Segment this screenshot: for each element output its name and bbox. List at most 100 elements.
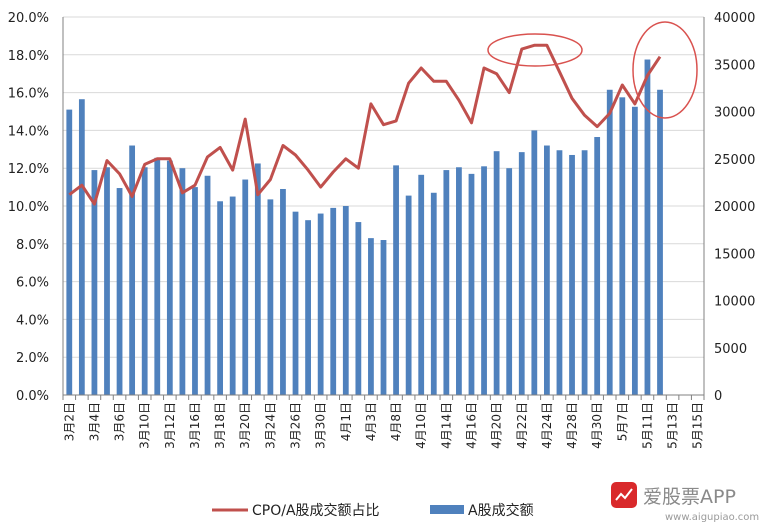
y-left-tick-label: 8.0% xyxy=(16,238,49,253)
bar xyxy=(305,220,311,395)
bar xyxy=(544,145,550,395)
x-tick-label: 3月2日 xyxy=(62,402,76,441)
x-tick-label: 3月12日 xyxy=(163,402,177,449)
x-tick-label: 4月1日 xyxy=(339,402,353,441)
bar xyxy=(393,165,399,395)
bar xyxy=(355,222,362,395)
y-left-tick-label: 14.0% xyxy=(8,124,49,139)
logo-chart-glyph xyxy=(615,488,633,501)
x-tick-label: 4月28日 xyxy=(565,402,579,449)
bar xyxy=(254,163,261,395)
x-tick-label: 3月26日 xyxy=(289,402,303,449)
bar xyxy=(443,170,450,395)
x-tick-label: 3月16日 xyxy=(188,402,202,449)
x-axis-labels: 3月2日 3月4日 3月6日 3月10日 3月12日 3月16日 3月18日 3月20日 3月2… xyxy=(62,402,704,449)
x-tick-label: 5月15日 xyxy=(691,402,705,449)
bar xyxy=(468,173,475,395)
bar xyxy=(192,187,198,395)
bar xyxy=(141,167,148,395)
watermark: 爱股票APP www.aigupiao.com xyxy=(611,482,759,523)
y-left-tick-label: 4.0% xyxy=(16,313,49,328)
bar xyxy=(217,201,223,395)
y-right-tick-label: 0 xyxy=(714,389,722,404)
y-right-tick-label: 35000 xyxy=(714,58,755,73)
y-left-tick-label: 10.0% xyxy=(8,200,49,215)
legend-line-label: CPO/A股成交额占比 xyxy=(252,502,380,519)
bar xyxy=(342,206,349,395)
legend-bar-swatch xyxy=(430,505,464,514)
bar xyxy=(78,99,85,395)
y-left-tick-label: 18.0% xyxy=(8,49,49,64)
y-right-tick-label: 20000 xyxy=(714,200,755,215)
x-tick-label: 4月22日 xyxy=(515,402,529,449)
bar xyxy=(104,167,110,395)
bar xyxy=(91,170,98,395)
bar xyxy=(631,106,638,396)
bar xyxy=(556,150,563,395)
bar xyxy=(229,196,236,395)
bar xyxy=(292,211,299,395)
bar xyxy=(267,199,274,395)
bar xyxy=(280,188,286,395)
watermark-app-name: 爱股票APP xyxy=(643,486,736,508)
x-tick-label: 5月13日 xyxy=(666,402,680,449)
y-right-tick-label: 5000 xyxy=(714,342,747,357)
app-logo-icon xyxy=(611,482,637,508)
bar xyxy=(154,157,161,395)
x-tick-label: 3月24日 xyxy=(263,402,277,449)
bar xyxy=(317,213,324,395)
annotations xyxy=(487,21,698,119)
legend-bar-label: A股成交额 xyxy=(468,502,534,519)
x-tick-label: 4月30日 xyxy=(590,402,604,449)
x-tick-label: 5月11日 xyxy=(640,402,654,449)
bar xyxy=(506,168,513,395)
bar xyxy=(242,179,249,395)
bar xyxy=(430,192,437,395)
x-tick-label: 4月8日 xyxy=(389,402,403,441)
bar xyxy=(418,174,425,395)
x-tick-label: 4月10日 xyxy=(414,402,428,449)
axes xyxy=(62,17,705,400)
x-tick-label: 4月3日 xyxy=(364,402,378,441)
bar xyxy=(405,195,412,395)
watermark-url: www.aigupiao.com xyxy=(665,512,759,523)
x-tick-label: 3月20日 xyxy=(238,402,252,449)
y-axis-left-labels: 0.0% 2.0% 4.0% 6.0% 8.0% 10.0% 12.0% 14.0% 16.0%… xyxy=(8,11,49,404)
x-tick-label: 3月6日 xyxy=(113,402,127,441)
bar xyxy=(330,207,337,395)
bar xyxy=(204,175,211,395)
bar xyxy=(179,168,186,395)
bar xyxy=(518,152,525,395)
bar xyxy=(581,150,588,395)
y-left-tick-label: 6.0% xyxy=(16,276,49,291)
bar xyxy=(481,166,487,395)
annotation-circle xyxy=(487,33,583,67)
bar xyxy=(531,130,538,395)
x-tick-label: 3月30日 xyxy=(314,402,328,449)
y-axis-right-labels: 0 5000 10000 15000 20000 25000 30000 35000 40000 xyxy=(714,11,755,404)
annotation-circle xyxy=(632,21,698,119)
bar xyxy=(129,145,136,395)
bar xyxy=(644,59,651,396)
y-right-tick-label: 30000 xyxy=(714,106,755,121)
bar xyxy=(380,240,387,395)
y-right-tick-label: 25000 xyxy=(714,153,755,168)
bar xyxy=(606,89,613,395)
x-tick-label: 3月18日 xyxy=(213,402,227,449)
bar xyxy=(569,154,575,395)
bar xyxy=(657,89,663,395)
bar xyxy=(456,167,462,395)
x-tick-label: 4月14日 xyxy=(439,402,453,449)
y-right-tick-label: 40000 xyxy=(714,11,755,26)
bar xyxy=(166,160,173,395)
bar xyxy=(66,109,73,396)
bar xyxy=(116,188,123,395)
bar xyxy=(594,137,601,395)
y-left-tick-label: 20.0% xyxy=(8,11,49,26)
y-right-tick-label: 15000 xyxy=(714,247,755,262)
legend: CPO/A股成交额占比 A股成交额 xyxy=(212,502,534,519)
y-left-tick-label: 2.0% xyxy=(16,351,49,366)
y-left-tick-label: 16.0% xyxy=(8,87,49,102)
x-tick-label: 4月24日 xyxy=(540,402,554,449)
